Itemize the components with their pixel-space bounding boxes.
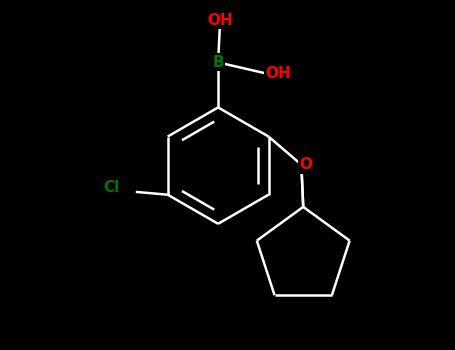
- Text: OH: OH: [265, 66, 291, 81]
- Text: B: B: [212, 55, 224, 70]
- Text: Cl: Cl: [103, 180, 120, 195]
- Text: OH: OH: [207, 13, 233, 28]
- Text: O: O: [299, 157, 313, 172]
